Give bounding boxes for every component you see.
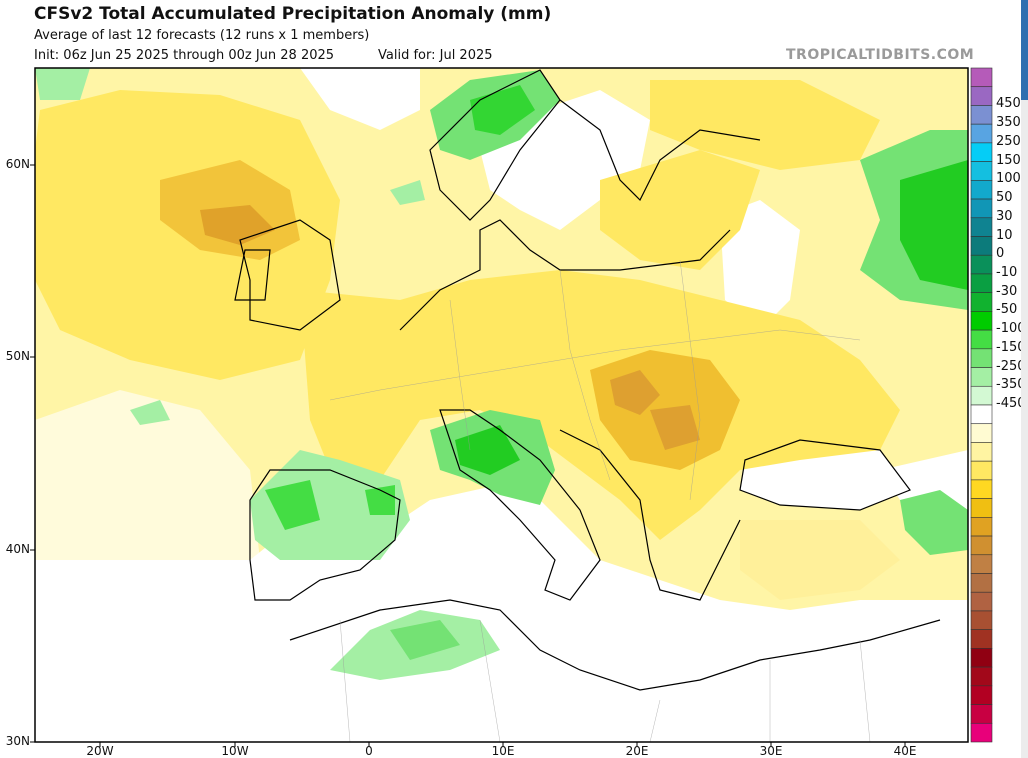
lon-label-10e: 10E xyxy=(491,744,515,758)
anomaly-plus-pyrenees xyxy=(365,485,395,515)
lon-label-20e: 20E xyxy=(625,744,649,758)
lon-label-30e: 30E xyxy=(759,744,783,758)
colorbar-segment xyxy=(970,86,993,106)
anomaly-minus50-hungary xyxy=(610,370,660,415)
colorbar-segment xyxy=(970,67,993,88)
colorbar-label: 0 xyxy=(996,246,1005,262)
background-window-edge-lower xyxy=(1021,100,1028,758)
watermark: TROPICALTIDBITS.COM xyxy=(786,47,975,63)
lat-label-60n: 60N xyxy=(5,157,30,171)
map-title: CFSv2 Total Accumulated Precipitation An… xyxy=(34,4,552,24)
colorbar-segment xyxy=(970,685,993,705)
colorbar-segment xyxy=(970,479,993,499)
colorbar-segment xyxy=(970,142,993,162)
lon-label-0: 0 xyxy=(365,744,373,758)
colorbar-segment xyxy=(970,123,993,144)
colorbar-label: -450 xyxy=(996,396,1026,411)
colorbar-segment xyxy=(970,161,993,181)
valid-time: Valid for: Jul 2025 xyxy=(378,48,493,63)
colorbar-segment xyxy=(970,367,993,387)
colorbar-segment xyxy=(970,236,993,256)
anomaly-plus-algeria-core xyxy=(390,620,460,660)
lon-label-10w: 10W xyxy=(221,744,249,758)
colorbar-label: -100 xyxy=(996,321,1026,337)
map-subtitle: Average of last 12 forecasts (12 runs x … xyxy=(34,28,370,43)
anomaly-plus-russia-core xyxy=(900,160,968,290)
lat-label-50n: 50N xyxy=(5,349,30,363)
colorbar-segment xyxy=(970,404,993,425)
lon-label-20w: 20W xyxy=(86,744,114,758)
anomaly-plus-skagerrak xyxy=(390,180,425,205)
colorbar-label: -30 xyxy=(996,283,1018,299)
lat-label-40n: 40N xyxy=(5,542,30,556)
colorbar-segment xyxy=(970,273,993,293)
colorbar-segment xyxy=(970,442,993,462)
colorbar-label: 450 xyxy=(996,96,1021,112)
colorbar-label: -150 xyxy=(996,339,1026,355)
colorbar-segment xyxy=(970,292,993,312)
anomaly-plus-alps-core xyxy=(455,425,520,475)
borders xyxy=(329,259,871,742)
colorbar-segment xyxy=(970,217,993,237)
white-region-north xyxy=(300,68,420,130)
colorbar-label: -50 xyxy=(996,302,1018,318)
colorbar-segment xyxy=(970,423,993,443)
colorbar-segment xyxy=(970,498,993,518)
colorbar-segment xyxy=(970,591,993,612)
white-region-belarus xyxy=(720,200,800,330)
anomaly-plus-biscay xyxy=(130,400,170,425)
colorbar-segment xyxy=(970,666,993,687)
anomaly-plus-greenland-edge xyxy=(35,68,90,100)
colorbar-segment xyxy=(970,198,993,219)
colorbar-label: 30 xyxy=(996,208,1013,224)
colorbar-label: 350 xyxy=(996,115,1021,131)
anomaly-plus-iberia-core xyxy=(265,480,320,530)
colorbar-segment xyxy=(970,517,993,537)
colorbar-label: 250 xyxy=(996,133,1021,149)
colorbar-segment xyxy=(970,535,993,556)
colorbar-label: -350 xyxy=(996,377,1026,393)
anomaly-plus-caucasus xyxy=(900,490,968,555)
colorbar-segment xyxy=(970,254,993,275)
colorbar-label: 150 xyxy=(996,152,1021,168)
colorbar-label: 50 xyxy=(996,190,1013,206)
colorbar-segment xyxy=(970,348,993,368)
colorbar-label: -10 xyxy=(996,264,1018,280)
colorbar-segment xyxy=(970,722,993,743)
map-frame xyxy=(34,67,969,743)
anomaly-minus50-serbia xyxy=(650,405,700,450)
anomaly-minus30-russia-north xyxy=(650,80,880,170)
colorbar-segment xyxy=(970,554,993,574)
colorbar-segment xyxy=(970,311,993,331)
colorbar-segment xyxy=(970,629,993,649)
colorbar-label: -250 xyxy=(996,358,1026,374)
lat-label-30n: 30N xyxy=(5,734,30,748)
colorbar-segment xyxy=(970,610,993,630)
colorbar-segment xyxy=(970,573,993,593)
colorbar-segment xyxy=(970,460,993,481)
colorbar-label: 10 xyxy=(996,227,1013,243)
coastlines xyxy=(234,69,941,691)
colorbar xyxy=(970,67,993,743)
colorbar-segment xyxy=(970,180,993,200)
anomaly-minus30-anatolia xyxy=(740,520,900,600)
colorbar-segment xyxy=(970,704,993,724)
colorbar-segment xyxy=(970,105,993,125)
colorbar-segment xyxy=(970,329,993,350)
colorbar-segment xyxy=(970,648,993,668)
background-window-edge xyxy=(1021,0,1028,100)
lon-label-40e: 40E xyxy=(893,744,917,758)
white-region-west xyxy=(35,390,260,560)
init-time: Init: 06z Jun 25 2025 through 00z Jun 28… xyxy=(34,48,335,63)
anomaly-plus-iberia xyxy=(250,450,410,560)
colorbar-segment xyxy=(970,385,993,406)
colorbar-label: 100 xyxy=(996,171,1021,187)
